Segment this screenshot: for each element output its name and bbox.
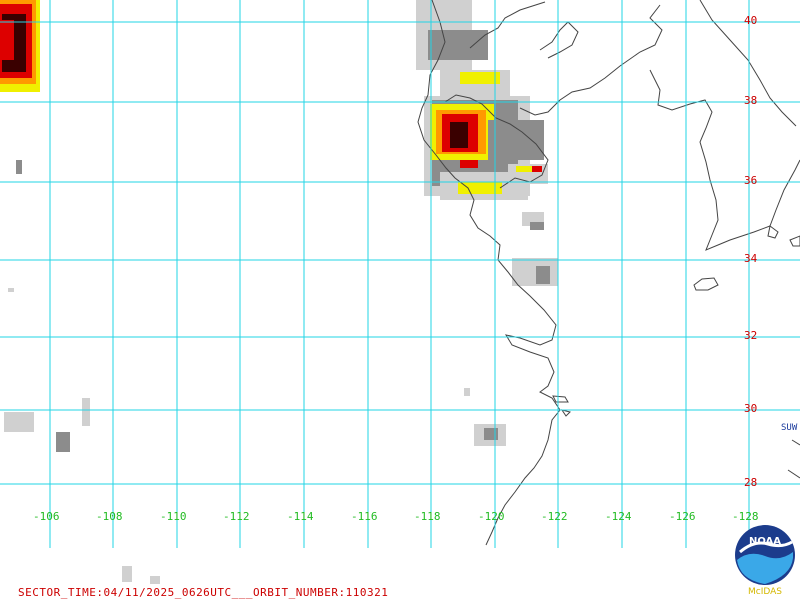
latitude-label: 32 — [744, 329, 758, 342]
precip-cell — [464, 388, 470, 396]
island-1 — [693, 277, 719, 291]
latitude-label: 38 — [744, 94, 758, 107]
longitude-label: -110 — [160, 510, 187, 523]
longitude-label: -106 — [33, 510, 60, 523]
island-4 — [552, 395, 569, 403]
noaa-logo: NOAA — [735, 525, 795, 585]
satellite-label: SUW — [781, 423, 798, 433]
precip-cell — [450, 122, 468, 148]
precip-cell — [428, 30, 488, 60]
island-5 — [560, 409, 571, 417]
latitude-label: 30 — [744, 402, 758, 415]
island-3 — [789, 235, 800, 247]
longitude-label: -120 — [478, 510, 505, 523]
latitude-label: 40 — [744, 14, 758, 27]
precip-cell — [82, 398, 90, 426]
coastline-bay-east — [519, 4, 663, 116]
korea-coast — [649, 69, 800, 251]
precip-cell — [488, 120, 544, 160]
longitude-label: -114 — [287, 510, 314, 523]
mcidas-label: McIDAS — [747, 587, 782, 597]
precip-cell — [460, 160, 478, 168]
longitude-label: -116 — [351, 510, 378, 523]
precip-cell — [56, 432, 70, 452]
precip-cell — [484, 428, 498, 440]
precip-cell — [0, 20, 14, 60]
precip-cell — [16, 160, 22, 174]
precip-cell — [122, 566, 132, 582]
longitude-label: -112 — [223, 510, 250, 523]
precip-cell — [512, 258, 558, 286]
longitude-label: -124 — [605, 510, 632, 523]
coast-right-edge — [787, 439, 800, 479]
precip-cell — [460, 72, 500, 84]
longitude-label: -122 — [541, 510, 568, 523]
longitude-label: -128 — [732, 510, 759, 523]
coastline-layer — [417, 0, 800, 546]
latitude-label: 36 — [744, 174, 758, 187]
precip-cell — [4, 412, 34, 432]
korea-coast-north — [699, 0, 797, 127]
precip-cell — [532, 166, 542, 172]
longitude-label: -126 — [669, 510, 696, 523]
precip-cell — [536, 266, 550, 284]
island-2 — [767, 225, 779, 239]
latitude-label: 28 — [744, 476, 758, 489]
grid-layer — [0, 0, 800, 548]
precip-cell — [150, 576, 160, 584]
latitude-label: 34 — [744, 252, 758, 265]
precip-cell — [530, 222, 544, 230]
longitude-label: -118 — [414, 510, 441, 523]
coastline-gulf — [539, 21, 579, 59]
coastline-peninsula-north — [469, 1, 546, 49]
precip-cell — [8, 288, 14, 292]
precip-cell — [516, 166, 538, 172]
longitude-label: -108 — [96, 510, 123, 523]
sector-time-footer: SECTOR_TIME:04/11/2025_0626UTC___ORBIT_N… — [18, 586, 389, 599]
noaa-logo-text: NOAA — [749, 536, 781, 547]
coastline-main — [417, 0, 561, 546]
precip-layer — [0, 0, 558, 584]
